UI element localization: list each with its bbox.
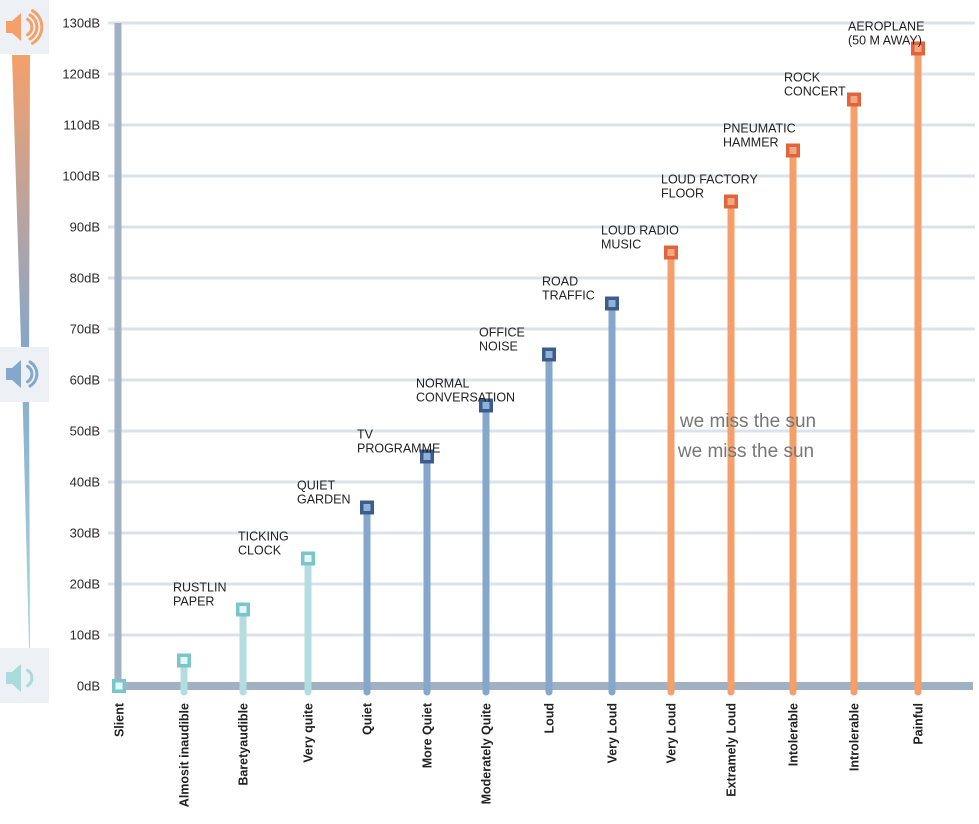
bar-marker	[177, 653, 191, 668]
grid-lines	[108, 21, 975, 637]
x-category-label: Almosit inaudible	[178, 703, 192, 807]
bar-marker	[786, 143, 800, 158]
point-annotation: AEROPLANE	[848, 20, 924, 34]
point-annotation: OFFICE	[479, 326, 525, 340]
point-annotation: PNEUMATIC	[723, 122, 796, 136]
point-annotation: NORMAL	[416, 377, 470, 391]
bar-marker	[724, 194, 738, 209]
x-category-label: Painful	[912, 703, 926, 745]
x-category-label: Quiet	[361, 702, 375, 735]
loudness-gradient-bar	[12, 55, 30, 648]
y-tick-label: 60dB	[70, 373, 100, 388]
point-annotation: MUSIC	[601, 238, 641, 252]
y-tick-label: 50dB	[70, 424, 100, 439]
y-tick-label: 20dB	[70, 577, 100, 592]
bar-marker	[236, 602, 250, 617]
x-category-label: Intolerable	[787, 703, 801, 766]
bar-marker	[112, 679, 126, 693]
point-annotation: CONCERT	[784, 85, 846, 99]
x-category-label: Moderately Quite	[480, 703, 494, 804]
y-tick-label: 130dB	[62, 16, 100, 31]
point-annotation: HAMMER	[723, 136, 779, 150]
point-annotation: QUIET	[297, 479, 336, 493]
point-annotation: PROGRAMME	[357, 442, 440, 456]
x-category-label: Loud	[543, 703, 557, 734]
y-tick-label: 90dB	[70, 220, 100, 235]
point-annotation: PAPER	[173, 595, 214, 609]
point-annotation: NOISE	[479, 340, 518, 354]
x-category-label: Introlerable	[848, 703, 862, 771]
bar-marker	[301, 551, 315, 566]
axes	[112, 23, 973, 690]
point-annotation: TICKING	[238, 530, 289, 544]
point-annotation: LOUD RADIO	[601, 224, 679, 238]
bar-stems	[180, 45, 922, 696]
overlay-line-1: we miss the sun	[679, 411, 816, 432]
point-annotation: (50 M AWAY)	[848, 34, 922, 48]
x-category-label: Baretyaudible	[237, 703, 251, 786]
bar-marker	[664, 245, 678, 260]
bar-marker	[542, 347, 556, 362]
x-category-label: Slient	[113, 702, 127, 737]
x-category-label: Very quite	[302, 703, 316, 763]
point-annotation: LOUD FACTORY	[661, 173, 758, 187]
point-annotation: RUSTLIN	[173, 581, 226, 595]
bar-marker	[605, 296, 619, 311]
y-tick-label: 0dB	[77, 679, 100, 694]
point-annotation: CONVERSATION	[416, 391, 515, 405]
bar-marker	[420, 449, 434, 464]
point-annotation: ROAD	[542, 275, 578, 289]
y-tick-label: 100dB	[62, 169, 100, 184]
overlay-line-2: we miss the sun	[677, 441, 814, 462]
y-tick-label: 40dB	[70, 475, 100, 490]
point-annotation: TRAFFIC	[542, 289, 595, 303]
point-annotation: FLOOR	[661, 187, 704, 201]
point-annotation: ROCK	[784, 71, 821, 85]
bar-marker	[479, 398, 493, 413]
bar-marker	[847, 92, 861, 107]
y-tick-label: 120dB	[62, 67, 100, 82]
speaker-loud-icon	[0, 0, 49, 54]
speaker-medium-icon	[0, 347, 49, 402]
x-category-label: Very Loud	[606, 703, 620, 763]
labels: 0dB 10dB 20dB 30dB 40dB 50dB 60dB 70dB 80dB 90dB 1…	[62, 16, 925, 808]
y-tick-label: 10dB	[70, 628, 100, 643]
x-category-label: Extramely Loud	[725, 703, 739, 797]
y-tick-label: 110dB	[63, 118, 100, 133]
point-annotation: GARDEN	[297, 493, 350, 507]
bar-markers	[112, 41, 925, 693]
overlay-text: we miss the sun we miss the sun	[677, 411, 816, 462]
point-annotation: CLOCK	[238, 544, 282, 558]
x-category-label: More Quiet	[421, 702, 435, 768]
y-tick-label: 30dB	[70, 526, 100, 541]
x-category-label: Very Loud	[665, 703, 679, 763]
bar-marker	[360, 500, 374, 515]
loudness-scale	[0, 0, 49, 703]
speaker-quiet-icon	[0, 648, 49, 703]
bar-marker	[911, 41, 925, 56]
point-annotation: TV	[357, 428, 374, 442]
y-tick-label: 70dB	[70, 322, 100, 337]
y-tick-label: 80dB	[70, 271, 100, 286]
